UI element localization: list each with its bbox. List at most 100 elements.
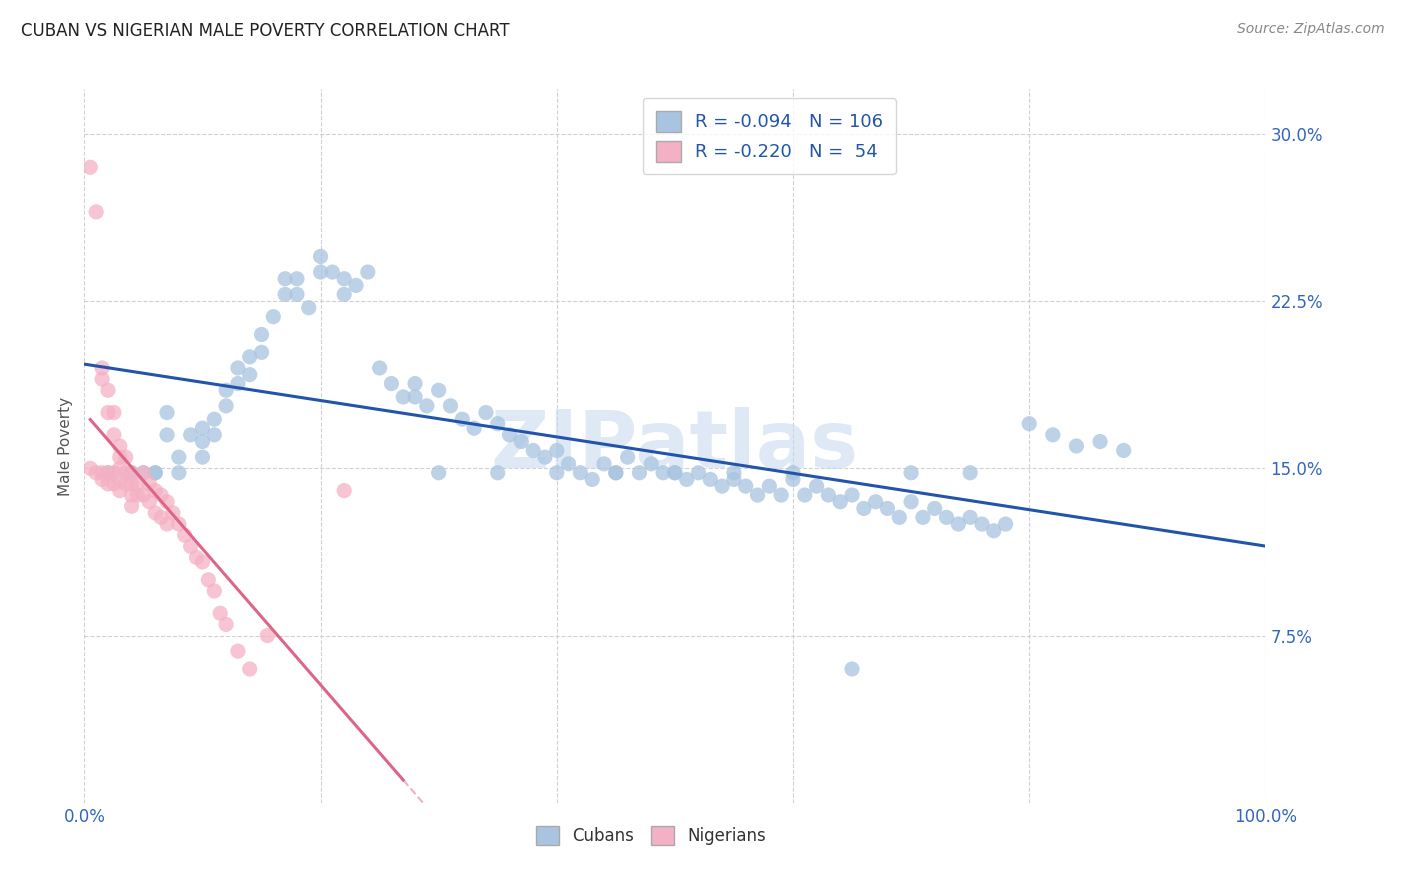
Point [593, 457, 616, 471]
Point [333, 287, 356, 301]
Point [103, 466, 125, 480]
Point [138, 476, 160, 491]
Y-axis label: Male Poverty: Male Poverty [58, 396, 73, 496]
Point [121, 500, 143, 514]
Point [97, 384, 120, 398]
Point [150, 488, 173, 502]
Legend: Cubans, Nigerians: Cubans, Nigerians [529, 819, 773, 852]
Point [911, 510, 934, 524]
Point [215, 399, 238, 413]
Point [167, 450, 190, 465]
Point [1112, 443, 1135, 458]
Point [628, 466, 651, 480]
Point [226, 376, 249, 391]
Point [924, 501, 946, 516]
Point [191, 421, 214, 435]
Point [202, 427, 225, 442]
Point [900, 494, 922, 508]
Point [79, 161, 101, 175]
Point [138, 494, 160, 508]
Point [114, 466, 136, 480]
Point [84, 466, 107, 480]
Point [605, 466, 627, 480]
Point [197, 573, 219, 587]
Point [180, 427, 202, 442]
Point [97, 405, 120, 420]
Point [486, 417, 509, 431]
Point [427, 384, 450, 398]
Point [782, 473, 804, 487]
Point [734, 479, 756, 493]
Point [202, 412, 225, 426]
Point [333, 483, 356, 498]
Point [103, 405, 125, 420]
Point [191, 555, 214, 569]
Point [321, 265, 343, 279]
Point [970, 517, 993, 532]
Point [114, 476, 136, 491]
Point [79, 461, 101, 475]
Point [143, 466, 166, 480]
Point [143, 506, 166, 520]
Point [191, 450, 214, 465]
Point [534, 450, 557, 465]
Point [103, 427, 125, 442]
Point [723, 466, 745, 480]
Point [274, 287, 297, 301]
Point [451, 412, 474, 426]
Point [605, 466, 627, 480]
Point [758, 479, 780, 493]
Point [143, 466, 166, 480]
Point [285, 271, 308, 285]
Point [723, 473, 745, 487]
Point [84, 204, 107, 219]
Point [114, 450, 136, 465]
Point [239, 350, 262, 364]
Point [675, 473, 697, 487]
Point [900, 466, 922, 480]
Point [546, 443, 568, 458]
Point [121, 488, 143, 502]
Point [344, 278, 367, 293]
Point [1066, 439, 1088, 453]
Point [569, 466, 592, 480]
Point [889, 510, 911, 524]
Point [664, 466, 686, 480]
Point [309, 265, 332, 279]
Point [156, 427, 179, 442]
Point [546, 466, 568, 480]
Point [959, 466, 981, 480]
Point [173, 528, 195, 542]
Point [127, 476, 149, 491]
Point [285, 287, 308, 301]
Point [309, 249, 332, 264]
Point [239, 368, 262, 382]
Point [150, 510, 173, 524]
Point [793, 488, 815, 502]
Text: ZIPatlas: ZIPatlas [491, 407, 859, 485]
Point [747, 488, 769, 502]
Point [392, 390, 415, 404]
Point [97, 466, 120, 480]
Point [427, 466, 450, 480]
Point [202, 583, 225, 598]
Point [162, 506, 184, 520]
Point [226, 360, 249, 375]
Point [132, 466, 155, 480]
Point [132, 488, 155, 502]
Point [167, 466, 190, 480]
Point [156, 494, 179, 508]
Point [616, 450, 638, 465]
Point [156, 405, 179, 420]
Point [699, 473, 721, 487]
Point [711, 479, 734, 493]
Point [91, 466, 114, 480]
Point [688, 466, 710, 480]
Point [121, 466, 143, 480]
Point [439, 399, 461, 413]
Point [97, 466, 120, 480]
Point [486, 466, 509, 480]
Point [256, 628, 278, 642]
Text: CUBAN VS NIGERIAN MALE POVERTY CORRELATION CHART: CUBAN VS NIGERIAN MALE POVERTY CORRELATI… [21, 22, 510, 40]
Point [948, 517, 970, 532]
